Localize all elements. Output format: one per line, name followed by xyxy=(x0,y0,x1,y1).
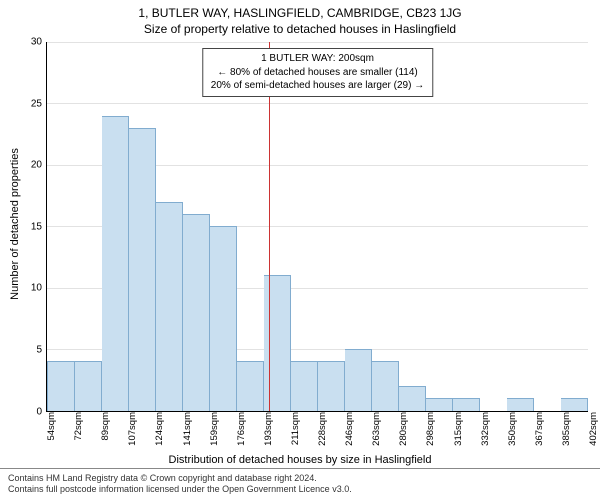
x-tick: 228sqm xyxy=(317,412,328,446)
chart-title-address: 1, BUTLER WAY, HASLINGFIELD, CAMBRIDGE, … xyxy=(0,6,600,20)
histogram-bar xyxy=(507,398,534,410)
y-tick: 15 xyxy=(31,221,42,232)
y-axis: 051015202530 xyxy=(18,36,46,412)
histogram-bar xyxy=(156,202,183,411)
histogram-bar xyxy=(318,361,345,410)
footer: Contains HM Land Registry data © Crown c… xyxy=(0,468,600,500)
histogram-bar xyxy=(183,214,210,411)
footer-line1: Contains HM Land Registry data © Crown c… xyxy=(8,473,592,485)
x-tick: 54sqm xyxy=(46,412,57,441)
histogram-bar xyxy=(47,361,75,410)
y-tick: 30 xyxy=(31,37,42,48)
histogram-bar xyxy=(129,128,156,411)
marker-line xyxy=(269,42,270,411)
x-axis-label: Distribution of detached houses by size … xyxy=(0,454,600,466)
x-tick: 141sqm xyxy=(182,412,193,446)
infobox-line2: ← 80% of detached houses are smaller (11… xyxy=(211,66,424,80)
x-tick: 246sqm xyxy=(344,412,355,446)
histogram-bar xyxy=(210,226,237,410)
histogram-bar xyxy=(291,361,318,410)
histogram-bar xyxy=(345,349,372,410)
x-axis-zone: 54sqm 72sqm 89sqm 107sqm 124sqm 141sqm 159sqm 1… xyxy=(0,412,600,468)
x-tick: 350sqm xyxy=(507,412,518,446)
infobox-line1: 1 BUTLER WAY: 200sqm xyxy=(211,52,424,66)
x-tick: 280sqm xyxy=(398,412,409,446)
x-tick: 89sqm xyxy=(100,412,111,441)
y-tick: 20 xyxy=(31,160,42,171)
x-tick: 107sqm xyxy=(127,412,138,446)
footer-line2: Contains full postcode information licen… xyxy=(8,484,592,496)
x-tick: 367sqm xyxy=(534,412,545,446)
histogram-bar xyxy=(561,398,588,410)
x-tick: 72sqm xyxy=(73,412,84,441)
y-tick: 5 xyxy=(36,345,42,356)
chart-zone: Number of detached properties 0510152025… xyxy=(0,36,600,412)
histogram-bar xyxy=(237,361,264,410)
histogram-bar xyxy=(453,398,480,410)
chart-titles: 1, BUTLER WAY, HASLINGFIELD, CAMBRIDGE, … xyxy=(0,0,600,36)
histogram-bar xyxy=(399,386,426,411)
y-tick: 10 xyxy=(31,283,42,294)
x-tick: 193sqm xyxy=(263,412,274,446)
histogram-bar xyxy=(426,398,453,410)
x-tick: 385sqm xyxy=(561,412,572,446)
x-tick: 298sqm xyxy=(425,412,436,446)
y-tick: 25 xyxy=(31,98,42,109)
x-tick: 402sqm xyxy=(588,412,599,446)
x-tick: 159sqm xyxy=(209,412,220,446)
x-tick: 315sqm xyxy=(453,412,464,446)
x-tick: 211sqm xyxy=(290,412,301,445)
chart-container: 1, BUTLER WAY, HASLINGFIELD, CAMBRIDGE, … xyxy=(0,0,600,500)
x-tick: 176sqm xyxy=(236,412,247,446)
x-tick: 332sqm xyxy=(480,412,491,446)
x-tick: 263sqm xyxy=(371,412,382,446)
infobox-line3: 20% of semi-detached houses are larger (… xyxy=(211,79,424,93)
histogram-bar xyxy=(102,116,129,411)
histogram-bar xyxy=(372,361,399,410)
chart-title-sub: Size of property relative to detached ho… xyxy=(0,22,600,36)
info-box: 1 BUTLER WAY: 200sqm ← 80% of detached h… xyxy=(202,48,433,97)
histogram-bar xyxy=(75,361,102,410)
plot-area: 1 BUTLER WAY: 200sqm ← 80% of detached h… xyxy=(46,42,588,412)
x-tick: 124sqm xyxy=(154,412,165,446)
